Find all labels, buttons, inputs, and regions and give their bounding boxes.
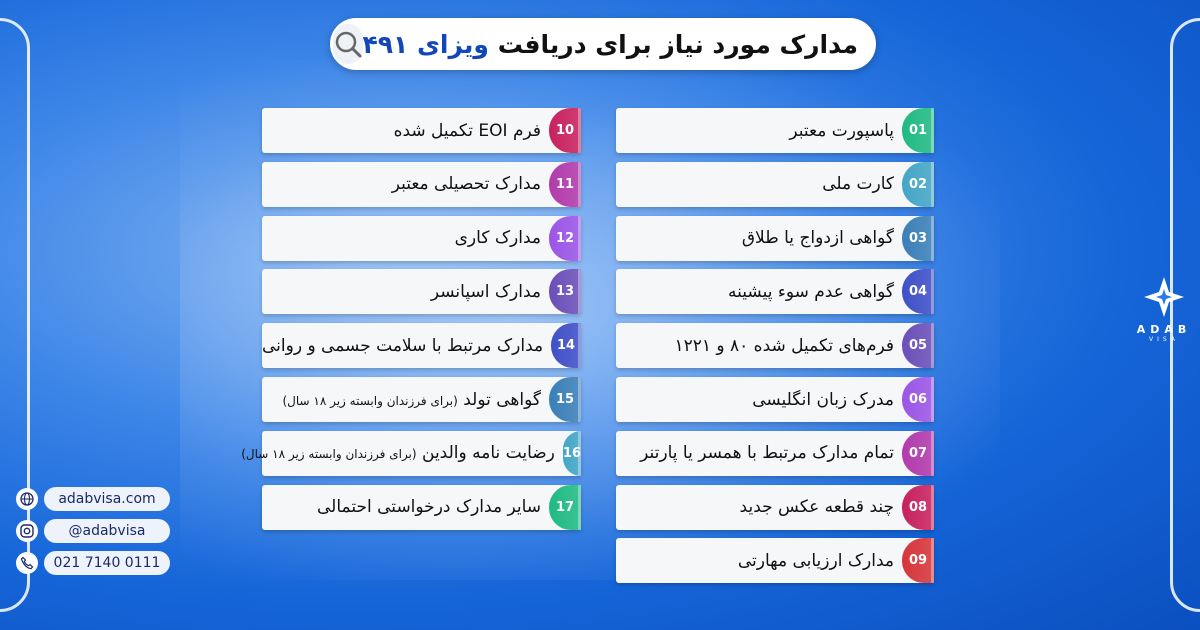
item-number-badge: 05 [902, 323, 934, 369]
contact-item: @adabvisa [16, 519, 170, 543]
item-number-badge: 03 [902, 215, 934, 261]
item-number-badge: 02 [902, 161, 934, 207]
document-item: 15 گواهی تولد (برای فرزندان وابسته زیر ۱… [262, 377, 581, 422]
item-number-badge: 16 [562, 430, 581, 476]
item-label: گواهی ازدواج یا طلاق [741, 228, 894, 249]
item-label: مدارک کاری [454, 228, 541, 249]
document-item: 12 مدارک کاری [262, 215, 581, 261]
document-item: 13 مدارک اسپانسر [262, 269, 581, 315]
document-item: 10 فرم EOI تکمیل شده [262, 108, 581, 153]
item-label: چند قطعه عکس جدید [739, 497, 894, 518]
item-label: مدارک ارزیابی مهارتی [737, 550, 894, 571]
star-icon [1144, 277, 1184, 317]
document-item: 08 چند قطعه عکس جدید [616, 484, 934, 530]
document-item: 17 سایر مدارک درخواستی احتمالی [262, 484, 581, 530]
document-item: 11 مدارک تحصیلی معتبر [262, 161, 581, 207]
document-item: 02 کارت ملی [616, 161, 934, 207]
document-item: 01 پاسپورت معتبر [616, 108, 934, 153]
item-label: گواهی عدم سوء پیشینه [728, 281, 894, 302]
item-label: پاسپورت معتبر [789, 120, 894, 141]
document-item: 04 گواهی عدم سوء پیشینه [616, 269, 934, 315]
item-number-badge: 10 [549, 108, 581, 153]
item-label: کارت ملی [822, 174, 894, 195]
document-item: 05 فرم‌های تکمیل شده ۸۰ و ۱۲۲۱ [616, 323, 934, 369]
document-item: 07 تمام مدارک مرتبط با همسر یا پارتنر [616, 430, 934, 476]
globe-icon [16, 488, 38, 510]
item-number-badge: 04 [902, 269, 934, 315]
contact-text[interactable]: @adabvisa [44, 519, 170, 543]
document-item: 06 مدرک زبان انگلیسی [616, 377, 934, 422]
item-label: مدرک زبان انگلیسی [752, 389, 894, 410]
item-number-badge: 07 [902, 430, 934, 476]
item-label: رضایت نامه والدین (برای فرزندان وابسته ز… [241, 443, 555, 464]
page-title: مدارک مورد نیاز برای دریافت ویزای ۴۹۱ [362, 29, 858, 59]
item-number-badge: 12 [549, 215, 581, 261]
item-label: سایر مدارک درخواستی احتمالی [317, 497, 541, 518]
item-label: گواهی تولد (برای فرزندان وابسته زیر ۱۸ س… [282, 389, 541, 410]
contact-item: 021 7140 0111 [16, 551, 170, 575]
document-item: 14 مدارک مرتبط با سلامت جسمی و روانی [262, 323, 581, 369]
item-number-badge: 06 [902, 377, 934, 422]
logo-name: ADAB [1136, 323, 1192, 336]
contact-text[interactable]: 021 7140 0111 [44, 551, 170, 575]
document-item: 16 رضایت نامه والدین (برای فرزندان وابست… [241, 430, 581, 476]
item-number-badge: 15 [549, 377, 581, 422]
item-number-badge: 13 [549, 269, 581, 315]
logo-sub: VISA [1149, 336, 1179, 343]
contact-item: adabvisa.com [16, 487, 170, 511]
item-label: مدارک اسپانسر [430, 281, 541, 302]
item-label: مدارک مرتبط با سلامت جسمی و روانی [262, 335, 544, 356]
phone-icon [16, 552, 38, 574]
item-label: فرم EOI تکمیل شده [393, 120, 541, 141]
item-number-badge: 01 [902, 108, 934, 153]
adab-visa-logo: ADAB VISA [1134, 275, 1194, 343]
contact-text[interactable]: adabvisa.com [44, 487, 170, 511]
item-label: تمام مدارک مرتبط با همسر یا پارتنر [640, 443, 894, 464]
item-number-badge: 14 [551, 323, 581, 369]
item-number-badge: 17 [549, 484, 581, 530]
item-number-badge: 11 [549, 161, 581, 207]
search-icon [332, 24, 363, 64]
item-label: فرم‌های تکمیل شده ۸۰ و ۱۲۲۱ [674, 335, 894, 356]
instagram-icon [16, 520, 38, 542]
item-label: مدارک تحصیلی معتبر [391, 174, 541, 195]
item-number-badge: 09 [902, 538, 934, 584]
item-number-badge: 08 [902, 484, 934, 530]
document-item: 09 مدارک ارزیابی مهارتی [616, 538, 934, 584]
title-bar: مدارک مورد نیاز برای دریافت ویزای ۴۹۱ [330, 18, 876, 70]
document-item: 03 گواهی ازدواج یا طلاق [616, 215, 934, 261]
